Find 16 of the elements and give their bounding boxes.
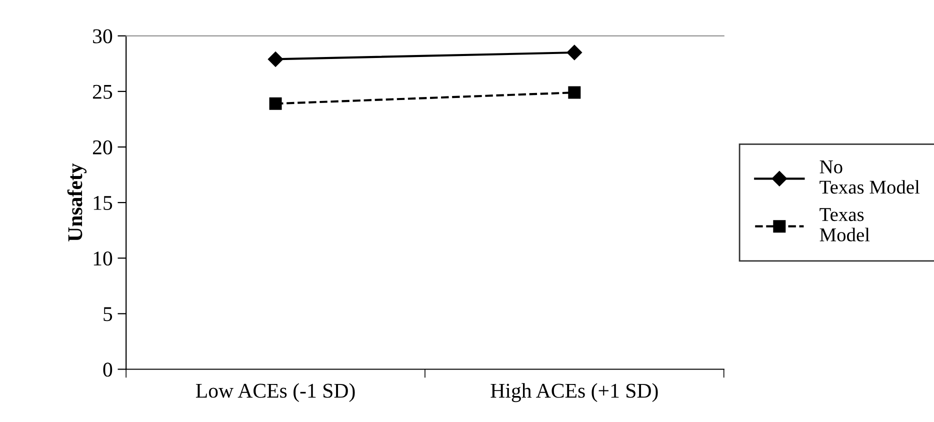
x-tick-label: High ACEs (+1 SD)	[490, 383, 658, 402]
point	[268, 52, 284, 67]
y-tick-label: 25	[92, 84, 112, 99]
y-tick-label: 30	[93, 29, 112, 44]
legend-label: Texas Model	[820, 208, 870, 242]
y-tick-label: 0	[103, 362, 112, 377]
point	[568, 86, 581, 99]
y-tick-label: 20	[92, 140, 112, 154]
y-tick-label: 15	[94, 196, 112, 210]
point	[269, 97, 282, 110]
legend-label: No Texas Model	[820, 160, 920, 194]
point	[566, 44, 582, 60]
y-tick-label: 10	[94, 251, 112, 266]
y-tick-label: 5	[104, 307, 112, 322]
x-tick-label: Low ACEs (-1 SD)	[196, 383, 355, 402]
y-axis-title: Unsafety	[67, 163, 87, 242]
